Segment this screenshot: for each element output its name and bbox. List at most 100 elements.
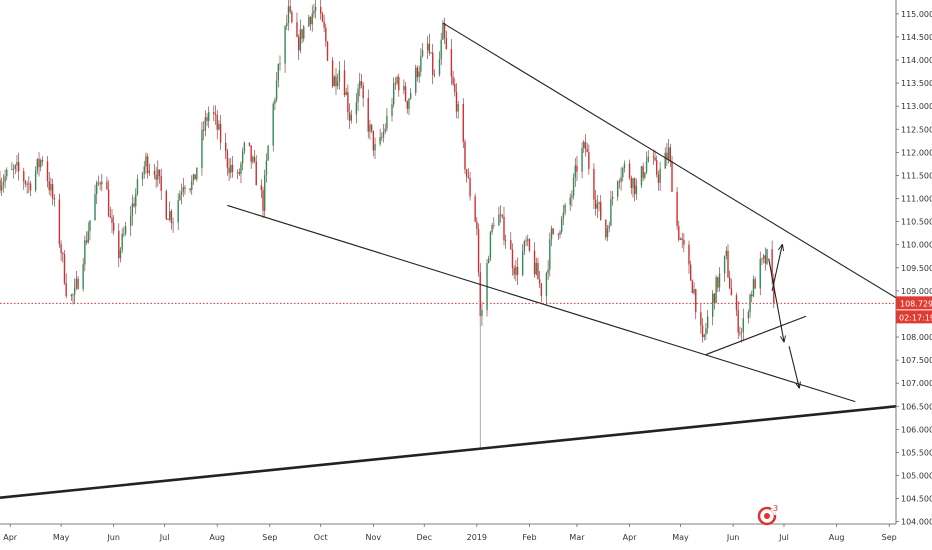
candle-body xyxy=(224,142,227,152)
candle-body xyxy=(438,59,441,75)
price-badges: 108.729 02:17:19 xyxy=(896,296,932,324)
candle-body xyxy=(333,76,336,87)
x-tick-label: Oct xyxy=(314,533,328,542)
candle-body xyxy=(571,195,573,198)
candle-body xyxy=(272,103,274,146)
candle-body xyxy=(286,23,288,26)
arrow-drawing-4[interactable] xyxy=(771,245,782,291)
candle-body xyxy=(260,185,263,191)
candle-body xyxy=(124,226,127,234)
candle-body xyxy=(313,10,315,14)
candle-body xyxy=(168,211,171,220)
candle-body xyxy=(523,241,526,252)
candle-body xyxy=(392,83,395,105)
candle-body xyxy=(202,129,205,131)
trendline-3[interactable] xyxy=(0,404,897,499)
trendline-1[interactable] xyxy=(227,204,856,403)
candle-body xyxy=(38,158,40,168)
candle-body xyxy=(241,151,244,164)
candle-body xyxy=(549,239,551,270)
candle-body xyxy=(633,178,636,195)
candle-body xyxy=(275,80,278,100)
candle-body xyxy=(717,277,719,288)
candle-body xyxy=(381,137,383,138)
candle-body xyxy=(182,187,184,192)
x-tick-label: Jul xyxy=(778,533,789,542)
candle-body xyxy=(53,198,56,200)
candle-body xyxy=(515,266,517,275)
y-tick-label: 114.000 xyxy=(901,56,932,65)
candle-body xyxy=(581,147,583,172)
candle-body xyxy=(408,98,410,109)
candle-body xyxy=(148,170,151,173)
candle-body xyxy=(267,145,269,161)
candle-body xyxy=(513,268,515,275)
candle-body xyxy=(479,272,481,317)
candle-body xyxy=(550,228,553,240)
candle-body xyxy=(228,167,230,173)
candle-body xyxy=(238,172,240,175)
candle-body xyxy=(277,63,280,81)
candle-body xyxy=(250,145,252,162)
candle-body xyxy=(426,43,429,51)
candle-body xyxy=(6,169,8,177)
trendline-drawings[interactable] xyxy=(0,22,897,499)
candle-body xyxy=(189,188,191,190)
y-tick-label: 112.500 xyxy=(901,125,932,134)
candle-body xyxy=(165,190,168,220)
candle-body xyxy=(240,163,242,175)
candle-body xyxy=(231,164,234,173)
arrow-drawing-5[interactable] xyxy=(768,258,784,342)
candle-body xyxy=(652,156,655,158)
candle-body xyxy=(369,124,371,132)
candle-body xyxy=(60,244,62,253)
candle-body xyxy=(119,249,122,259)
y-tick-label: 114.500 xyxy=(901,33,932,42)
x-tick-label: Sep xyxy=(882,533,897,542)
trendline-0[interactable] xyxy=(442,22,897,299)
candle-body xyxy=(623,163,626,169)
y-tick-label: 104.000 xyxy=(901,518,932,527)
candle-body xyxy=(26,184,28,185)
candle-body xyxy=(118,230,120,259)
candle-body xyxy=(265,160,268,176)
candle-body xyxy=(297,36,300,51)
candle-body xyxy=(537,263,539,280)
candle-body xyxy=(12,168,15,170)
trendline-2[interactable] xyxy=(705,315,807,356)
candle-body xyxy=(656,160,658,175)
candle-body xyxy=(404,86,407,101)
x-tick-label: 2019 xyxy=(467,533,487,542)
candle-body xyxy=(596,203,599,209)
candle-body xyxy=(359,81,361,89)
candle-body xyxy=(464,141,466,170)
candle-body xyxy=(452,76,454,84)
candle-body xyxy=(605,219,607,238)
candle-body xyxy=(564,204,566,213)
candle-body xyxy=(301,29,303,39)
candle-body xyxy=(180,191,183,195)
candle-body xyxy=(219,124,222,143)
candle-body xyxy=(773,278,775,304)
candle-body xyxy=(467,176,470,179)
candle-body xyxy=(586,148,588,153)
candle-body xyxy=(681,238,683,240)
x-tick-label: Aug xyxy=(829,533,845,542)
candle-body xyxy=(96,182,98,195)
x-tick-label: Mar xyxy=(569,533,585,542)
candle-body xyxy=(622,168,624,178)
x-tick-label: Aug xyxy=(209,533,225,542)
x-axis[interactable]: Apr May Jun Jul Aug Sep Oct Nov Dec 2019 Feb Mar Apr… xyxy=(3,524,897,542)
candle-body xyxy=(705,328,707,335)
candle-body xyxy=(0,185,3,191)
y-tick-label: 104.500 xyxy=(901,495,932,504)
candle-body xyxy=(654,157,656,161)
candle-body xyxy=(192,174,195,181)
candle-body xyxy=(153,170,156,175)
arrow-drawing-6[interactable] xyxy=(788,346,799,388)
candle-body xyxy=(357,88,359,103)
y-axis[interactable]: 104.000 104.500 105.000 105.500 106.000 106.5… xyxy=(896,10,932,527)
candle-body xyxy=(572,177,575,196)
candle-body xyxy=(403,86,405,91)
